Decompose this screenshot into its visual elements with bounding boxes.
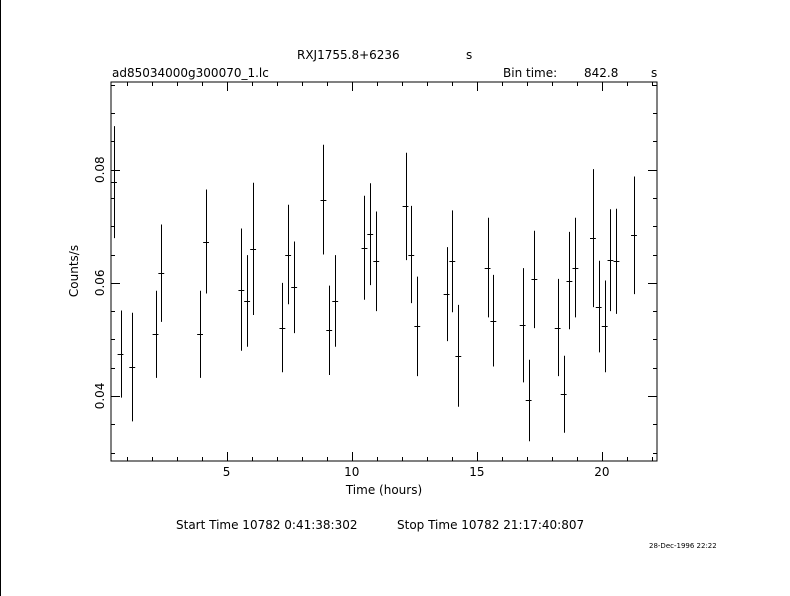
filename-label: ad85034000g300070_1.lc <box>112 66 269 80</box>
data-point <box>285 204 292 305</box>
x-tick-label: 15 <box>469 465 484 479</box>
data-point <box>158 224 165 322</box>
data-point <box>117 310 124 398</box>
data-point <box>566 231 573 330</box>
data-point <box>244 255 251 347</box>
plot-timestamp: 28-Dec-1996 22:22 <box>649 542 717 550</box>
data-point <box>367 183 374 286</box>
data-point <box>607 209 614 312</box>
data-point <box>525 359 532 442</box>
data-point <box>203 189 210 294</box>
data-point <box>554 278 561 377</box>
data-point <box>484 217 491 318</box>
y-tick-label: 0.08 <box>93 156 107 183</box>
data-point <box>531 230 538 329</box>
data-point <box>152 290 159 378</box>
data-point <box>490 274 497 367</box>
data-point <box>326 285 333 376</box>
x-axis-label: Time (hours) <box>345 483 422 497</box>
plot-frame <box>110 81 658 462</box>
data-point <box>279 282 286 373</box>
y-axis-label: Counts/s <box>67 245 81 297</box>
data-point <box>613 208 620 314</box>
data-point <box>320 144 327 255</box>
data-point <box>111 126 117 239</box>
data-point <box>519 268 526 383</box>
axis-tick-labels: 5 10 15 20 0.04 0.06 0.08 <box>93 156 610 479</box>
data-point <box>291 241 298 334</box>
data-points <box>111 126 637 442</box>
x-tick-label: 10 <box>344 465 359 479</box>
data-point <box>238 228 245 351</box>
data-point <box>361 195 368 300</box>
y-tick-label: 0.06 <box>93 269 107 296</box>
data-point <box>414 276 421 377</box>
data-point <box>373 211 380 312</box>
data-point <box>560 355 567 433</box>
data-point <box>449 210 456 313</box>
data-point <box>590 169 596 308</box>
data-point <box>443 247 450 342</box>
data-point <box>631 176 637 295</box>
chart-title-unit: s <box>466 48 472 62</box>
axis-ticks <box>111 82 657 461</box>
data-point <box>595 260 602 353</box>
x-tick-label: 5 <box>223 465 231 479</box>
data-point <box>572 217 579 318</box>
data-point <box>601 280 608 373</box>
bin-time-unit: s <box>651 66 657 80</box>
data-point <box>197 290 204 378</box>
data-point <box>408 205 415 304</box>
bin-time-value: 842.8 <box>584 66 618 80</box>
data-point <box>250 182 257 316</box>
x-tick-label: 20 <box>594 465 609 479</box>
bin-time-label: Bin time: <box>503 66 557 80</box>
data-point <box>332 255 339 347</box>
stop-time-label: Stop Time 10782 21:17:40:807 <box>397 518 584 532</box>
data-point <box>402 152 409 261</box>
start-time-label: Start Time 10782 0:41:38:302 <box>176 518 358 532</box>
page-border-left <box>0 0 1 596</box>
data-point <box>455 304 462 407</box>
data-point <box>129 312 136 422</box>
y-tick-label: 0.04 <box>93 383 107 410</box>
chart-title: RXJ1755.8+6236 <box>297 48 400 62</box>
